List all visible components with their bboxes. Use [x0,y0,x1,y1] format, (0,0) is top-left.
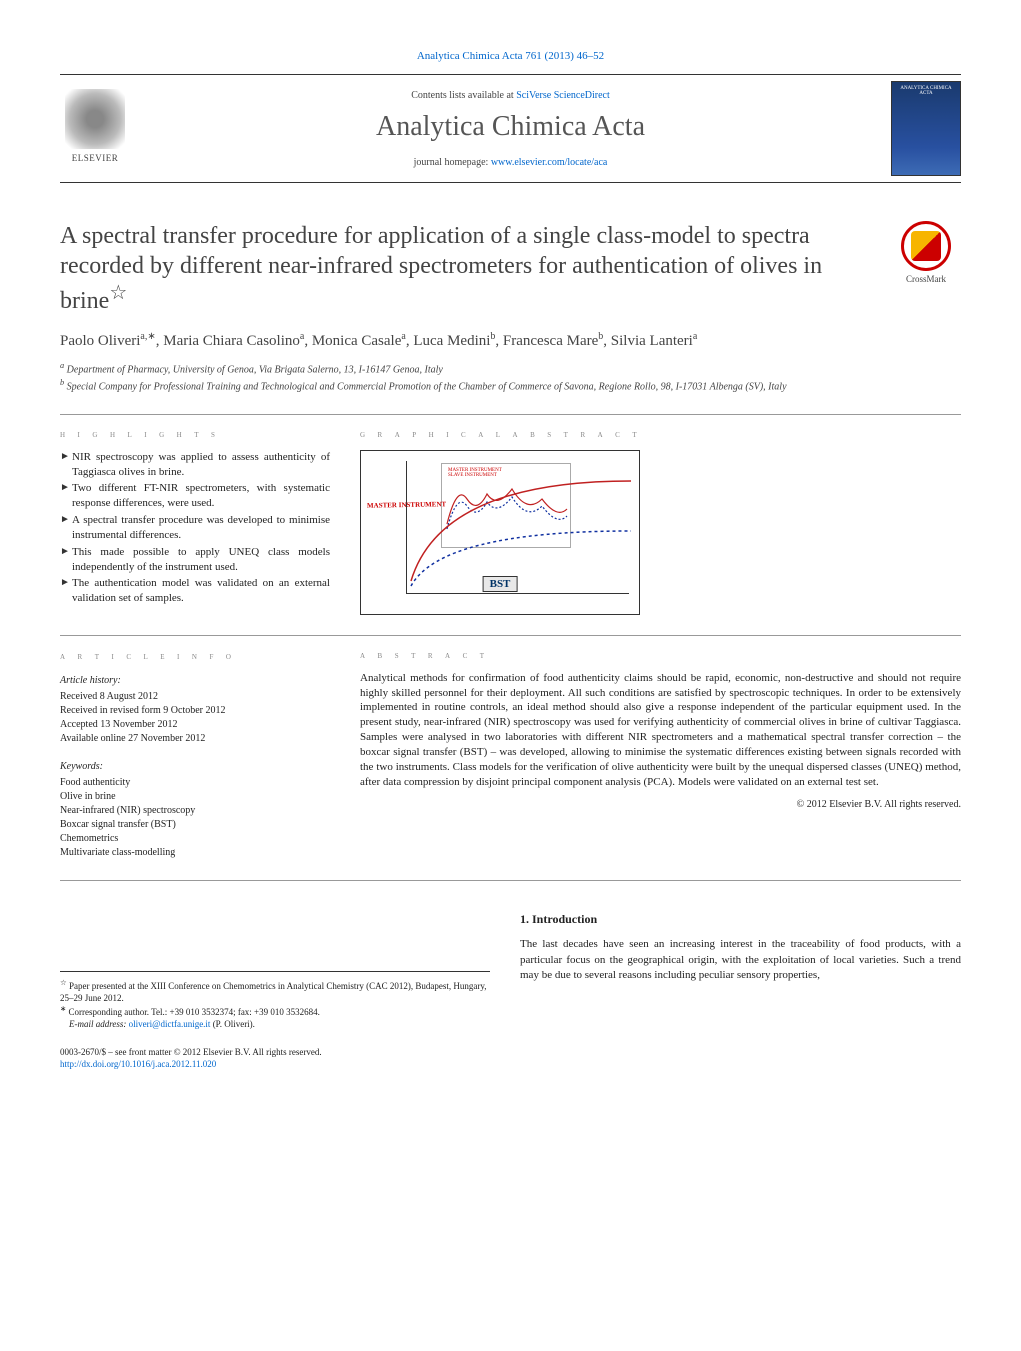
intro-row: ☆ Paper presented at the XIII Conference… [60,911,961,1031]
affiliations: a Department of Pharmacy, University of … [60,360,961,394]
homepage-link[interactable]: www.elsevier.com/locate/aca [491,157,608,168]
author: Francesca Mareb [503,333,603,349]
footnote-email-line: E-mail address: oliveri@dictfa.unige.it … [60,1018,490,1030]
email-paren: (P. Oliveri). [213,1019,255,1029]
article-history-head: Article history: [60,674,330,688]
highlight-item: This made possible to apply UNEQ class m… [60,545,330,575]
banner-center: Contents lists available at SciVerse Sci… [130,90,891,168]
corresponding-email-link[interactable]: oliveri@dictfa.unige.it [129,1019,211,1029]
author: Luca Medinib [413,333,495,349]
footnote-corresponding: ∗ Corresponding author. Tel.: +39 010 35… [60,1004,490,1018]
footnotes: ☆ Paper presented at the XIII Conference… [60,971,490,1031]
publisher-banner: ELSEVIER Contents lists available at Sci… [60,74,961,183]
history-line: Available online 27 November 2012 [60,732,330,746]
page: Analytica Chimica Acta 761 (2013) 46–52 … [0,0,1021,1111]
ga-master-label: MASTER INSTRUMENT [367,500,446,509]
introduction-text: The last decades have seen an increasing… [520,937,961,983]
elsevier-label: ELSEVIER [72,153,119,163]
highlights-section: h i g h l i g h t s NIR spectroscopy was… [60,429,330,615]
highlight-item: NIR spectroscopy was applied to assess a… [60,450,330,480]
ga-bst-label: BST [483,576,518,592]
doi-link[interactable]: http://dx.doi.org/10.1016/j.aca.2012.11.… [60,1059,216,1069]
footnote-corresponding-text: Corresponding author. Tel.: +39 010 3532… [69,1007,320,1017]
author: Maria Chiara Casolinoa [163,333,304,349]
divider [60,635,961,636]
keyword: Chemometrics [60,832,330,846]
title-footnote-star: ☆ [109,282,127,304]
graphical-abstract-figure: MASTER INSTRUMENTSLAVE INSTRUMENT MASTER… [360,450,640,615]
abstract-text: Analytical methods for confirmation of f… [360,671,961,790]
highlight-item: The authentication model was validated o… [60,576,330,606]
issn-line: 0003-2670/$ – see front matter © 2012 El… [60,1046,961,1058]
article-title: A spectral transfer procedure for applic… [60,221,879,316]
keyword: Multivariate class-modelling [60,846,330,860]
sciencedirect-link[interactable]: SciVerse ScienceDirect [516,90,610,101]
elsevier-tree-icon [65,89,125,149]
affiliation: a Department of Pharmacy, University of … [60,360,961,377]
journal-reference: Analytica Chimica Acta 761 (2013) 46–52 [60,50,961,62]
graphical-abstract-section: g r a p h i c a l a b s t r a c t MASTER… [360,429,961,615]
highlights-heading: h i g h l i g h t s [60,429,330,440]
footnote-star: ☆ Paper presented at the XIII Conference… [60,978,490,1004]
author-list: Paolo Oliveria,∗, Maria Chiara Casolinoa… [60,330,961,352]
highlight-item: A spectral transfer procedure was develo… [60,513,330,543]
keyword: Olive in brine [60,790,330,804]
page-footer: 0003-2670/$ – see front matter © 2012 El… [60,1046,961,1070]
abstract-section: a b s t r a c t Analytical methods for c… [360,650,961,860]
history-line: Received in revised form 9 October 2012 [60,704,330,718]
divider [60,414,961,415]
footnote-star-text: Paper presented at the XIII Conference o… [60,981,487,1003]
keywords-list: Food authenticityOlive in brineNear-infr… [60,776,330,860]
graphabs-heading: g r a p h i c a l a b s t r a c t [360,429,961,440]
keywords-head: Keywords: [60,760,330,774]
title-text: A spectral transfer procedure for applic… [60,223,822,314]
abstract-copyright: © 2012 Elsevier B.V. All rights reserved… [360,799,961,810]
crossmark-label: CrossMark [891,274,961,284]
author: Monica Casalea [312,333,406,349]
crossmark-circle-icon [901,221,951,271]
history-line: Received 8 August 2012 [60,690,330,704]
crossmark-inner-icon [911,231,941,261]
divider [60,880,961,881]
info-abstract-row: a r t i c l e i n f o Article history: R… [60,650,961,860]
elsevier-logo: ELSEVIER [60,89,130,169]
article-info-section: a r t i c l e i n f o Article history: R… [60,650,330,860]
keyword: Food authenticity [60,776,330,790]
email-label: E-mail address: [69,1019,126,1029]
introduction-column: 1. Introduction The last decades have se… [520,911,961,1031]
article-history-lines: Received 8 August 2012Received in revise… [60,690,330,746]
highlights-list: NIR spectroscopy was applied to assess a… [60,450,330,606]
author: Paolo Oliveria,∗ [60,333,156,349]
title-row: A spectral transfer procedure for applic… [60,221,961,316]
history-line: Accepted 13 November 2012 [60,718,330,732]
journal-cover-thumb: ANALYTICA CHIMICA ACTA [891,81,961,176]
homepage-line: journal homepage: www.elsevier.com/locat… [130,157,891,168]
cover-title: ANALYTICA CHIMICA ACTA [896,86,956,96]
highlight-item: Two different FT-NIR spectrometers, with… [60,481,330,511]
contents-prefix: Contents lists available at [411,90,516,101]
introduction-heading: 1. Introduction [520,911,961,928]
contents-available-line: Contents lists available at SciVerse Sci… [130,90,891,101]
journal-name: Analytica Chimica Acta [130,111,891,143]
keyword: Near-infrared (NIR) spectroscopy [60,804,330,818]
footnotes-column: ☆ Paper presented at the XIII Conference… [60,911,490,1031]
author: Silvia Lanteria [611,333,698,349]
crossmark-badge[interactable]: CrossMark [891,221,961,284]
abstract-heading: a b s t r a c t [360,650,961,661]
highlights-graphabs-row: h i g h l i g h t s NIR spectroscopy was… [60,429,961,615]
article-info-heading: a r t i c l e i n f o [60,650,330,664]
homepage-prefix: journal homepage: [414,157,491,168]
affiliation: b Special Company for Professional Train… [60,377,961,394]
keyword: Boxcar signal transfer (BST) [60,818,330,832]
